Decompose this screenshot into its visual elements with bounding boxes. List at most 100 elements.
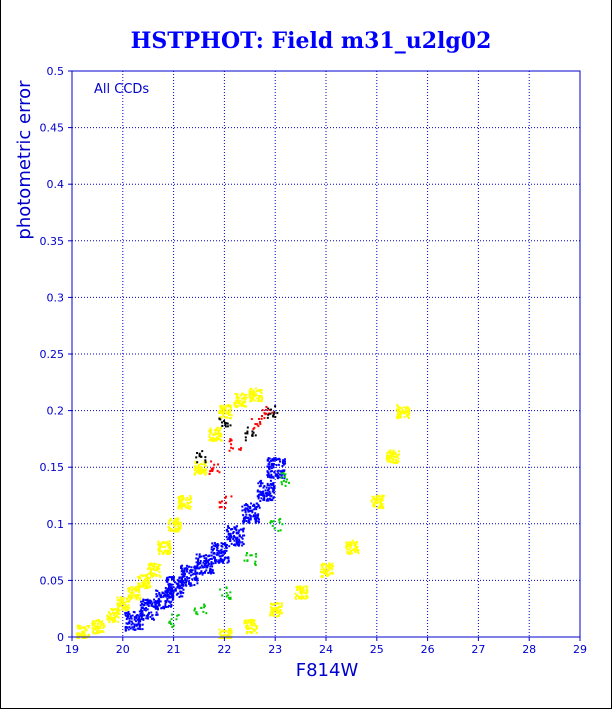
scatter-dot <box>345 541 348 544</box>
scatter-dot <box>330 572 333 575</box>
scatter-dot <box>266 491 269 494</box>
scatter-dot <box>173 530 176 533</box>
scatter-dot <box>148 611 151 614</box>
scatter-dot <box>225 412 228 415</box>
scatter-dot <box>254 520 257 523</box>
scatter-dot <box>195 561 198 564</box>
scatter-dot <box>191 569 194 572</box>
scatter-dot <box>251 509 254 512</box>
scatter-dot <box>253 629 256 632</box>
scatter-dot <box>272 610 275 613</box>
data-point-green <box>219 586 232 600</box>
scatter-dot <box>96 619 99 622</box>
scatter-dot <box>348 543 351 546</box>
scatter-dot <box>149 570 152 573</box>
scatter-dot <box>271 487 274 490</box>
scatter-dot <box>123 606 126 609</box>
data-point-yellow <box>395 404 411 420</box>
scatter-dot <box>270 470 273 473</box>
scatter-dot <box>216 426 219 429</box>
scatter-dot <box>127 595 130 598</box>
scatter-dot <box>228 408 231 411</box>
scatter-dot <box>177 579 180 582</box>
scatter-dot <box>376 496 379 499</box>
scatter-dot <box>140 602 143 605</box>
scatter-dot <box>237 538 240 541</box>
scatter-dot <box>194 468 197 471</box>
scatter-dot <box>238 540 241 543</box>
scatter-dot <box>205 557 208 560</box>
scatter-dot <box>219 555 222 558</box>
scatter-dot <box>228 637 231 639</box>
scatter-dot <box>135 617 138 620</box>
scatter-dot <box>251 390 254 393</box>
scatter-dot <box>109 617 112 620</box>
data-point-yellow <box>177 494 192 510</box>
scatter-dot <box>269 465 272 468</box>
scatter-dot <box>146 599 149 602</box>
scatter-dot <box>193 469 196 472</box>
scatter-dot <box>79 625 82 628</box>
scatter-dot <box>219 416 222 419</box>
scatter-dot <box>152 564 155 567</box>
scatter-dot <box>242 527 245 530</box>
scatter-dot <box>273 527 276 530</box>
data-point-blue <box>124 610 144 632</box>
scatter-dot <box>149 601 152 604</box>
scatter-dot <box>131 595 134 598</box>
scatter-dot <box>324 563 327 566</box>
scatter-dot <box>224 629 227 632</box>
scatter-dot <box>133 626 136 629</box>
scatter-dot <box>171 598 174 601</box>
scatter-dot <box>83 631 86 634</box>
scatter-dot <box>271 411 274 414</box>
scatter-dot <box>198 470 201 473</box>
scatter-dot <box>271 603 274 606</box>
scatter-dot <box>196 461 199 464</box>
scatter-dot <box>217 561 220 564</box>
scatter-dot <box>299 591 302 594</box>
scatter-dot <box>396 410 399 413</box>
scatter-dot <box>176 528 179 531</box>
scatter-dot <box>251 430 254 433</box>
scatter-dot <box>144 609 147 612</box>
scatter-dot <box>271 482 274 485</box>
scatter-dot <box>249 400 252 403</box>
scatter-dot <box>251 434 254 437</box>
scatter-dot <box>278 612 281 615</box>
scatter-dot <box>191 573 194 576</box>
scatter-dot <box>210 548 213 551</box>
scatter-dot <box>106 617 109 620</box>
scatter-dot <box>301 586 304 589</box>
scatter-dot <box>162 595 165 598</box>
y-tick-label: 0.25 <box>40 348 65 361</box>
scatter-dot <box>327 573 330 576</box>
scatter-dot <box>152 605 155 608</box>
data-point-yellow <box>208 426 223 443</box>
scatter-dot <box>203 606 206 609</box>
scatter-dot <box>258 396 261 399</box>
scatter-dot <box>234 404 237 407</box>
scatter-dot <box>144 577 147 580</box>
scatter-dot <box>273 607 276 610</box>
scatter-dot <box>252 514 255 517</box>
scatter-dot <box>141 614 144 617</box>
scatter-dot <box>251 631 254 634</box>
scatter-dot <box>220 634 223 637</box>
scatter-dot <box>222 554 225 557</box>
scatter-dot <box>117 616 120 619</box>
y-tick-label: 0.4 <box>47 178 65 191</box>
scatter-dot <box>145 579 148 582</box>
scatter-dot <box>382 507 385 510</box>
scatter-dot <box>268 408 271 411</box>
scatter-dot <box>182 588 185 591</box>
scatter-dot <box>249 623 252 626</box>
scatter-dot <box>224 425 227 428</box>
scatter-dot <box>266 474 269 477</box>
scatter-dot <box>256 514 259 517</box>
scatter-dot <box>277 469 280 472</box>
scatter-dot <box>268 490 271 493</box>
scatter-dot <box>125 614 128 617</box>
scatter-dot <box>168 519 171 522</box>
scatter-dot <box>195 470 198 473</box>
